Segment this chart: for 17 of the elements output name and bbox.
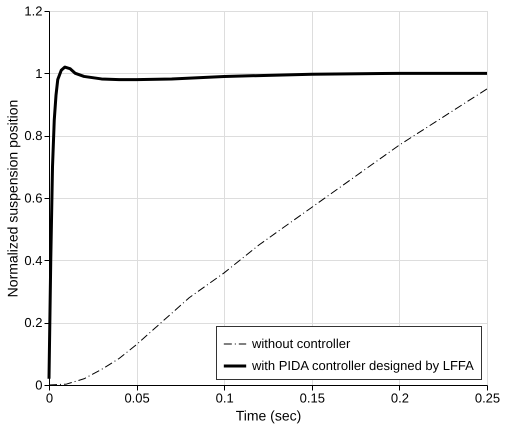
x-tick-label: 0 — [46, 390, 54, 406]
x-axis-title: Time (sec) — [236, 408, 302, 424]
y-axis-title: Normalized suspension position — [4, 100, 20, 298]
x-tick-label: 0.2 — [390, 390, 409, 406]
y-tick-label: 0 — [35, 378, 42, 392]
y-tick-label: 0.8 — [24, 128, 42, 144]
y-tick-label: 1 — [35, 66, 42, 81]
x-tick-label: 0.1 — [216, 390, 234, 406]
y-tick-label: 0.2 — [24, 315, 42, 330]
x-tick-label: 0.05 — [124, 390, 150, 406]
x-tick-label: 0.15 — [300, 390, 325, 406]
x-tick-label: 0.25 — [474, 390, 500, 406]
legend-label: without controller — [251, 336, 351, 351]
y-tick-label: 0.4 — [24, 252, 42, 268]
legend-label: with PIDA controller designed by LFFA — [251, 358, 474, 373]
y-tick-label: 1.2 — [24, 4, 42, 18]
y-tick-label: 0.6 — [24, 190, 42, 206]
